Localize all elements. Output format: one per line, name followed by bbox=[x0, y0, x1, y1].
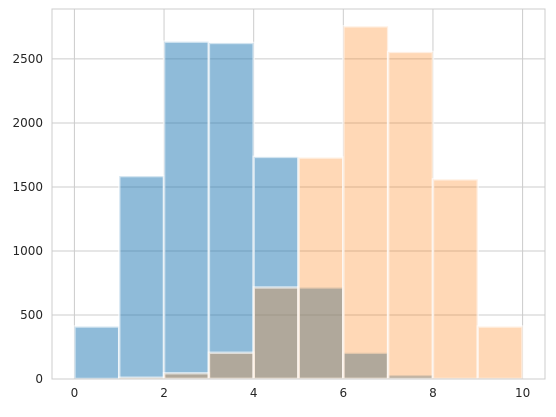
histogram-bar bbox=[209, 43, 254, 379]
x-tick-label: 0 bbox=[71, 386, 79, 400]
histogram-bar bbox=[209, 353, 254, 379]
histogram-bar bbox=[164, 42, 209, 379]
histogram-bar bbox=[119, 176, 164, 379]
histogram-bar bbox=[299, 158, 344, 379]
histogram-bar bbox=[74, 327, 119, 379]
histogram-bar bbox=[388, 52, 433, 379]
x-tick-label: 8 bbox=[429, 386, 437, 400]
x-tick-label: 10 bbox=[515, 386, 530, 400]
y-tick-label: 0 bbox=[35, 372, 43, 386]
histogram-bar bbox=[254, 287, 299, 379]
histogram-bar bbox=[478, 327, 523, 379]
x-tick-label: 4 bbox=[250, 386, 258, 400]
y-tick-label: 500 bbox=[20, 308, 43, 322]
histogram-bar bbox=[433, 179, 478, 379]
y-tick-label: 1000 bbox=[12, 244, 43, 258]
histogram-bar bbox=[343, 26, 388, 379]
y-tick-label: 2000 bbox=[12, 116, 43, 130]
x-tick-label: 6 bbox=[339, 386, 347, 400]
histogram-bar bbox=[164, 373, 209, 379]
x-tick-label: 2 bbox=[160, 386, 168, 400]
y-tick-label: 1500 bbox=[12, 180, 43, 194]
y-tick-label: 2500 bbox=[12, 52, 43, 66]
